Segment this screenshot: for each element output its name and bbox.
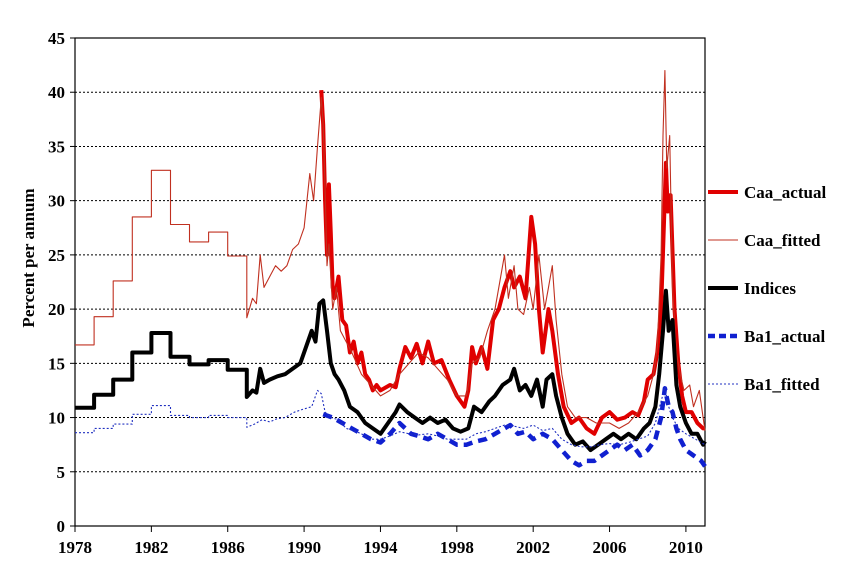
- y-tick-label: 45: [48, 29, 65, 48]
- series-line-ba1-actual: [322, 386, 707, 468]
- y-tick-label: 30: [48, 192, 65, 211]
- legend-label: Indices: [744, 279, 796, 298]
- x-tick-label: 1998: [440, 538, 474, 557]
- series-lines: [75, 69, 707, 468]
- x-tick-label: 1990: [287, 538, 321, 557]
- x-tick-label: 2002: [516, 538, 550, 557]
- y-tick-label: 5: [57, 463, 66, 482]
- legend-label: Ba1_actual: [744, 327, 826, 346]
- x-tick-label: 1982: [134, 538, 168, 557]
- y-tick-label: 0: [57, 517, 66, 536]
- y-tick-label: 25: [48, 246, 65, 265]
- x-tick-label: 1994: [363, 538, 398, 557]
- axes: [74, 37, 706, 527]
- x-tick-label: 1978: [58, 538, 92, 557]
- legend-label: Caa_actual: [744, 183, 826, 202]
- legend-label: Ba1_fitted: [744, 375, 820, 394]
- series-line-caa-actual: [319, 89, 706, 436]
- x-tick-label: 1986: [211, 538, 245, 557]
- y-axis-label: Percent per annum: [19, 188, 38, 327]
- y-tick-label: 15: [48, 354, 65, 373]
- x-tick-label: 2010: [669, 538, 703, 557]
- legend: Caa_actual Caa_fitted Indices Ba1_actual Ba1…: [708, 183, 826, 394]
- series-line-caa-fitted: [75, 69, 706, 431]
- y-tick-labels: 0 5 10 15 20 25 30 35 40 45: [48, 29, 75, 536]
- y-tick-label: 40: [48, 83, 65, 102]
- plot-frame: [74, 37, 706, 527]
- y-tick-label: 20: [48, 300, 65, 319]
- series-line-indices: [75, 288, 707, 453]
- y-tick-label: 10: [48, 409, 65, 428]
- y-tick-label: 35: [48, 137, 65, 156]
- gridlines: [75, 37, 705, 473]
- x-tick-labels: 1978 1982 1986 1990 1994 1998 2002 2006 2010: [58, 526, 703, 557]
- x-tick-label: 2006: [593, 538, 627, 557]
- legend-label: Caa_fitted: [744, 231, 821, 250]
- series-line-ba1-fitted: [75, 386, 706, 448]
